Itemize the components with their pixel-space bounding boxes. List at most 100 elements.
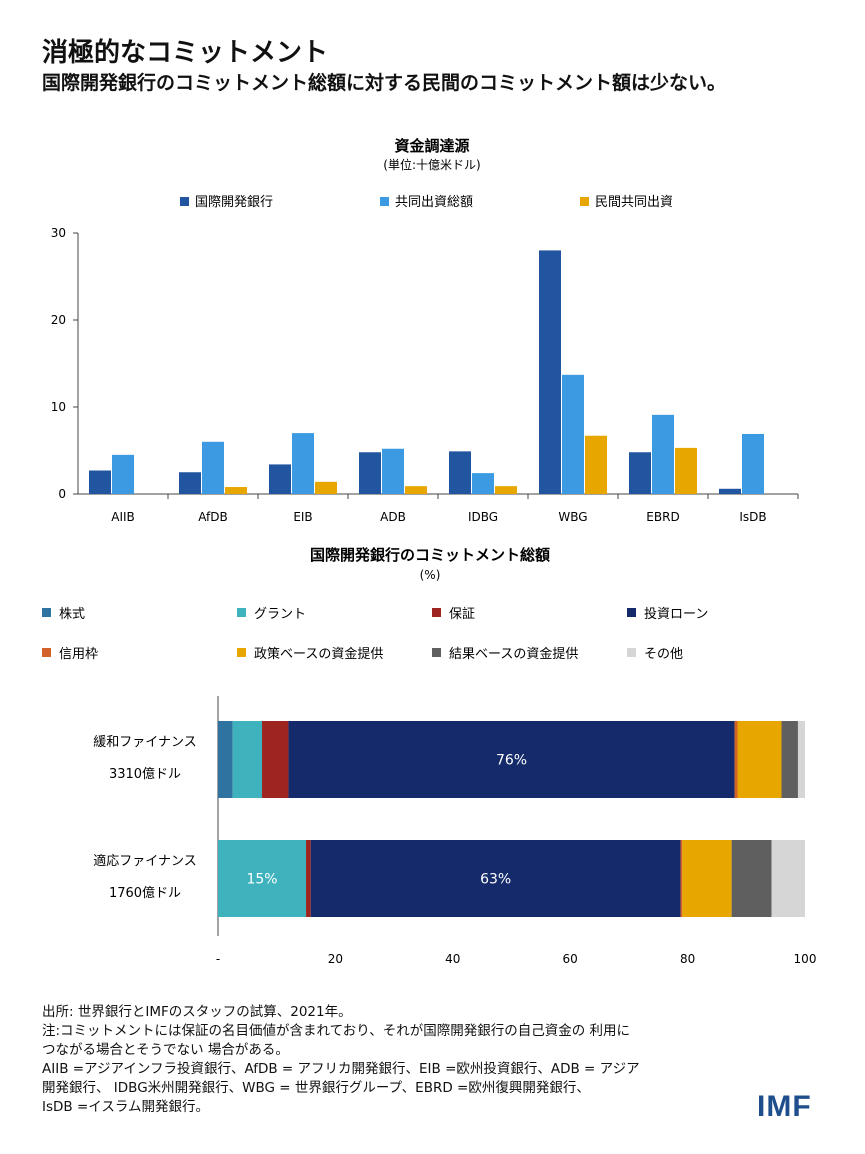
- footnote-abbrev-3: IsDB =イスラム開発銀行。: [42, 1099, 209, 1115]
- chart1-x-tick-label: ADB: [380, 510, 406, 524]
- chart2-x-tick-label: 80: [680, 952, 695, 966]
- chart2-legend-label-0: 株式: [59, 607, 85, 622]
- chart1-bar-ADB-0: [359, 452, 381, 494]
- chart2-segment-1-4: [680, 840, 683, 917]
- chart2-segment-0-3: [288, 721, 735, 798]
- footnote-abbrev-1: AIIB =アジアインフラ投資銀行、AfDB = アフリカ開発銀行、EIB =欧…: [42, 1061, 640, 1077]
- chart2-segment-0-4: [734, 721, 738, 798]
- chart1-bar-AIIB-1: [112, 454, 134, 494]
- chart1-bar-EIB-1: [292, 433, 314, 494]
- chart2-segment-label: 15%: [246, 872, 277, 888]
- funding-sources-bar-chart: 資金調達源 (単位:十億米ドル) 国際開発銀行 共同出資総額 民間共同出資 0 10 20 30…: [51, 137, 799, 524]
- chart1-y-tick-label: 30: [51, 226, 66, 240]
- page-subtitle: 国際開発銀行のコミットメント総額に対する民間のコミットメント額は少ない。: [42, 72, 727, 94]
- chart2-legend-label-3: 投資ローン: [644, 606, 708, 622]
- chart1-bar-AfDB-0: [179, 472, 201, 494]
- chart2-title: 国際開発銀行のコミットメント総額: [310, 546, 550, 564]
- footnote-abbrev-2: 開発銀行、 IDBG米州開発銀行、WBG = 世界銀行グループ、EBRD =欧州…: [42, 1080, 590, 1096]
- chart2-legend-swatch-0: [42, 608, 51, 617]
- chart2-segment-0-2: [262, 721, 289, 798]
- chart1-legend-label-0: 国際開発銀行: [195, 195, 273, 210]
- chart1-legend-label-1: 共同出資総額: [395, 195, 473, 210]
- footnote-note-2: つながる場合とそうでない 場合がある。: [42, 1042, 289, 1058]
- chart2-segment-0-0: [218, 721, 233, 798]
- chart1-legend-swatch-1: [380, 197, 389, 206]
- chart2-x-tick-label: 60: [563, 952, 578, 966]
- chart2-row-sublabel-0: 3310億ドル: [109, 766, 181, 782]
- page-title: 消極的なコミットメント: [42, 38, 329, 68]
- chart1-legend-swatch-0: [180, 197, 189, 206]
- chart1-title: 資金調達源: [394, 137, 469, 155]
- chart2-segment-1-2: [306, 840, 311, 917]
- chart1-x-tick-label: AfDB: [198, 510, 227, 524]
- chart2-row-label-0: 緩和ファイナンス: [93, 735, 196, 750]
- chart2-legend-label-4: 信用枠: [59, 647, 98, 662]
- chart2-segment-0-7: [797, 721, 805, 798]
- chart2-segment-1-3: [310, 840, 681, 917]
- chart2-segment-0-1: [232, 721, 263, 798]
- chart1-bar-IDBG-2: [495, 486, 517, 494]
- chart1-bar-IsDB-1: [742, 433, 764, 494]
- chart1-legend-swatch-2: [580, 197, 589, 206]
- chart1-x-tick-label: IDBG: [468, 510, 498, 524]
- chart1-bar-IsDB-0: [719, 488, 741, 494]
- chart2-legend-label-6: 結果ベースの資金提供: [449, 646, 578, 662]
- chart2-legend-label-5: 政策ベースの資金提供: [254, 646, 383, 662]
- chart2-legend-swatch-3: [627, 608, 636, 617]
- chart1-bar-AfDB-2: [225, 487, 247, 494]
- chart1-y-tick-label: 10: [51, 400, 66, 414]
- chart1-bar-EBRD-1: [652, 414, 674, 494]
- chart1-y-tick-label: 0: [58, 487, 66, 501]
- chart1-subtitle: (単位:十億米ドル): [383, 157, 480, 172]
- chart2-legend-swatch-4: [42, 648, 51, 657]
- chart2-segment-1-6: [731, 840, 772, 917]
- chart1-bar-AfDB-1: [202, 441, 224, 494]
- chart1-bar-WBG-1: [562, 374, 584, 494]
- chart1-x-tick-label: EBRD: [646, 510, 679, 524]
- chart2-x-tick-label: -: [216, 952, 220, 966]
- chart1-bar-WBG-2: [585, 435, 607, 494]
- chart2-legend-swatch-1: [237, 608, 246, 617]
- chart2-legend-swatch-6: [432, 648, 441, 657]
- chart2-segment-label: 63%: [480, 872, 511, 888]
- chart2-segment-1-5: [682, 840, 732, 917]
- chart2-segment-0-6: [781, 721, 798, 798]
- chart2-legend-swatch-7: [627, 648, 636, 657]
- chart1-x-tick-label: EIB: [293, 510, 312, 524]
- chart2-x-tick-label: 100: [794, 952, 817, 966]
- chart1-legend-label-2: 民間共同出資: [595, 195, 673, 210]
- chart1-x-tick-label: WBG: [558, 510, 587, 524]
- footnote-source: 出所: 世界銀行とIMFのスタッフの試算、2021年。: [42, 1004, 352, 1020]
- imf-logo: IMF: [757, 1090, 812, 1123]
- chart1-bar-ADB-1: [382, 448, 404, 494]
- chart1-bar-WBG-0: [539, 250, 561, 494]
- chart2-x-tick-label: 40: [445, 952, 460, 966]
- chart1-bar-AIIB-0: [89, 470, 111, 494]
- chart1-x-tick-label: AIIB: [111, 510, 135, 524]
- chart2-segment-label: 76%: [496, 753, 527, 769]
- chart2-segment-0-5: [737, 721, 782, 798]
- chart1-y-tick-label: 20: [51, 313, 66, 327]
- chart2-legend-label-7: その他: [644, 647, 683, 662]
- chart2-row-sublabel-1: 1760億ドル: [109, 885, 181, 901]
- chart2-subtitle: (%): [420, 568, 441, 582]
- chart1-bar-EBRD-2: [675, 447, 697, 494]
- chart2-row-label-1: 適応ファイナンス: [93, 853, 196, 869]
- chart1-bar-EBRD-0: [629, 452, 651, 494]
- chart1-bar-EIB-2: [315, 481, 337, 494]
- chart2-segment-1-7: [771, 840, 805, 917]
- chart2-legend-swatch-5: [237, 648, 246, 657]
- chart2-legend-label-2: 保証: [449, 607, 475, 622]
- chart1-x-tick-label: IsDB: [739, 510, 766, 524]
- footnote-note-1: 注:コミットメントには保証の名目価値が含まれており、それが国際開発銀行の自己資金…: [42, 1023, 630, 1039]
- chart1-bar-EIB-0: [269, 464, 291, 494]
- chart2-legend-label-1: グラント: [254, 607, 306, 622]
- chart2-legend-swatch-2: [432, 608, 441, 617]
- chart1-bar-IDBG-0: [449, 451, 471, 494]
- chart1-bar-IDBG-1: [472, 473, 494, 494]
- footnote: 出所: 世界銀行とIMFのスタッフの試算、2021年。 注:コミットメントには保…: [42, 1003, 762, 1117]
- chart2-x-tick-label: 20: [328, 952, 343, 966]
- chart1-bar-ADB-2: [405, 486, 427, 494]
- chart2-segment-1-1: [218, 840, 307, 917]
